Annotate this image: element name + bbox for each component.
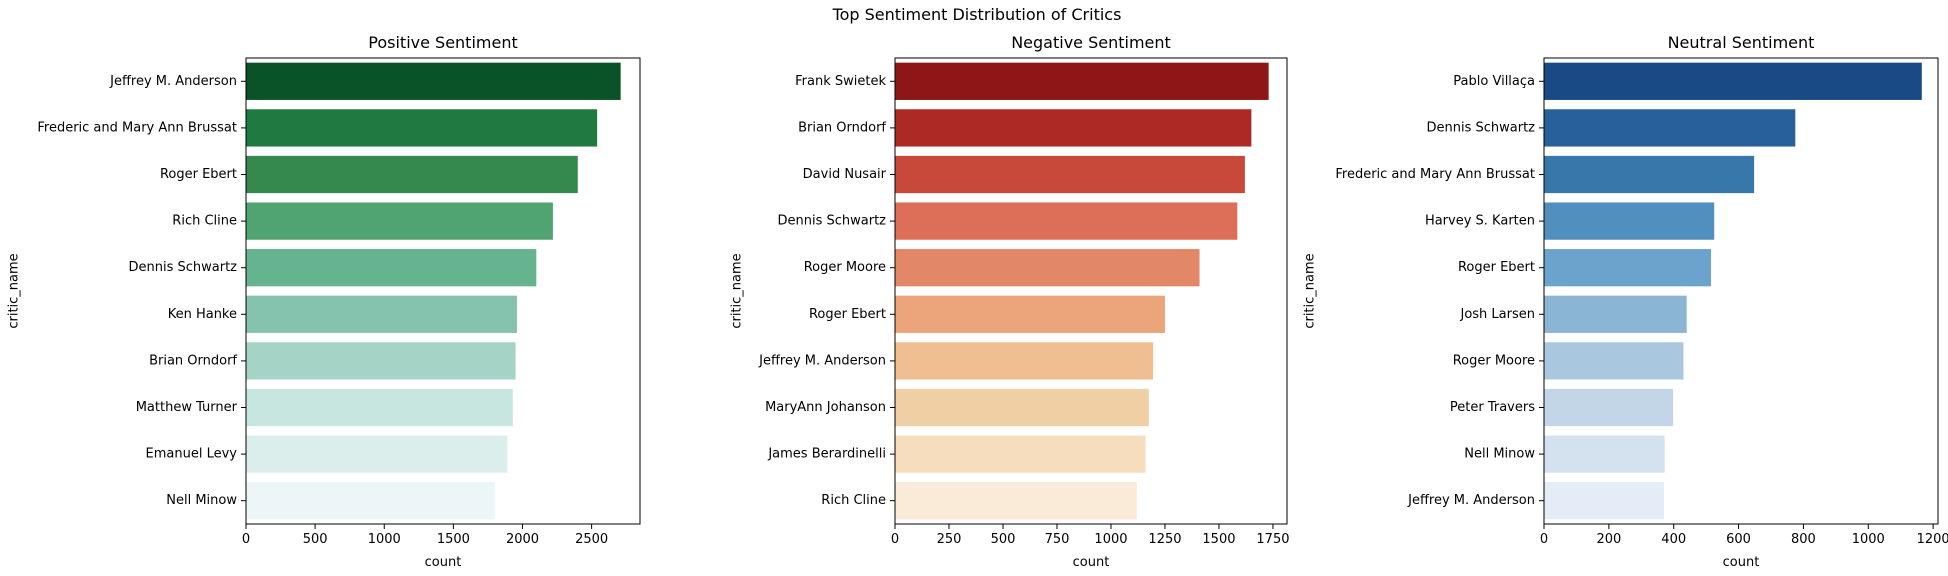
chart-2-bar-5 — [1544, 295, 1687, 333]
chart-1-bar-3 — [895, 202, 1238, 240]
chart-2-ylabel-3: Harvey S. Karten — [1425, 214, 1535, 229]
chart-2-bar-4 — [1544, 249, 1712, 287]
chart-0-xlabel: count — [425, 555, 462, 570]
chart-1-ylabel-8: James Berardinelli — [767, 447, 886, 462]
chart-0-bar-4 — [246, 249, 537, 287]
chart-0-bar-2 — [246, 155, 578, 194]
chart-2-xtick-label-4: 800 — [1791, 532, 1816, 547]
chart-1-xtick-label-3: 750 — [1045, 532, 1070, 547]
chart-2-ylabel-4: Roger Ebert — [1458, 260, 1535, 275]
chart-1-ylabel-9: Rich Cline — [821, 493, 886, 508]
chart-0-ylabel-8: Emanuel Levy — [146, 447, 238, 462]
chart-1-xtick-label-0: 0 — [891, 532, 899, 547]
chart-1-bar-1 — [895, 109, 1252, 147]
chart-0-ylabel-4: Dennis Schwartz — [128, 260, 237, 275]
chart-2-bar-1 — [1544, 109, 1796, 147]
chart-1-bar-0 — [895, 62, 1269, 100]
chart-0-bar-7 — [246, 388, 513, 427]
chart-1-bar-8 — [895, 435, 1146, 473]
chart-0-xtick-label-4: 2000 — [506, 532, 539, 547]
chart-1-ylabel-5: Roger Ebert — [809, 307, 886, 322]
chart-0-ylabel-2: Roger Ebert — [160, 167, 237, 182]
chart-2-bar-2 — [1544, 155, 1755, 194]
chart-2-ylabel-5: Josh Larsen — [1460, 307, 1536, 322]
chart-2-axes-frame — [1543, 57, 1939, 525]
chart-0-bar-8 — [246, 435, 508, 473]
chart-1-ylabel-7: MaryAnn Johanson — [765, 400, 886, 415]
chart-2-bar-0 — [1544, 62, 1922, 100]
chart-2-ylabel-9: Jeffrey M. Anderson — [1407, 493, 1535, 508]
chart-0-xtick-label-1: 500 — [303, 532, 328, 547]
chart-0-axes-frame — [245, 57, 641, 525]
chart-1-ylabel-0: Frank Swietek — [795, 74, 886, 89]
chart-1-ylabel-2: David Nusair — [803, 167, 887, 182]
chart-1-xtick-label-5: 1250 — [1148, 532, 1181, 547]
chart-2-xlabel: count — [1723, 555, 1760, 570]
chart-0-ylabel-7: Matthew Turner — [136, 400, 238, 415]
chart-2-xtick-label-3: 600 — [1726, 532, 1751, 547]
chart-0-bar-5 — [246, 295, 517, 333]
chart-2-ylabel-1: Dennis Schwartz — [1426, 120, 1535, 135]
chart-2-xtick-label-6: 1200 — [1917, 532, 1948, 547]
chart-0-ylabel-3: Rich Cline — [172, 214, 237, 229]
chart-1-xtick-label-7: 1750 — [1256, 532, 1289, 547]
chart-2-xtick-label-0: 0 — [1540, 532, 1548, 547]
chart-2-xtick-label-5: 1000 — [1852, 532, 1885, 547]
chart-0-ylabel-5: Ken Hanke — [168, 307, 237, 322]
chart-2-ylabel-2: Frederic and Mary Ann Brussat — [1335, 167, 1535, 182]
chart-1-bar-2 — [895, 155, 1245, 194]
chart-0-ylabel-0: Jeffrey M. Anderson — [109, 74, 237, 89]
chart-1-bar-4 — [895, 249, 1200, 287]
chart-1-bar-6 — [895, 342, 1154, 380]
chart-2-bar-6 — [1544, 342, 1684, 380]
chart-2-xtick-label-2: 400 — [1661, 532, 1686, 547]
chart-0-bar-3 — [246, 202, 553, 240]
chart-0-ylabel-title: critic_name — [7, 253, 22, 328]
chart-0-ylabel-1: Frederic and Mary Ann Brussat — [37, 120, 237, 135]
chart-0-ylabel-6: Brian Orndorf — [149, 353, 237, 368]
figure-suptitle: Top Sentiment Distribution of Critics — [832, 5, 1122, 24]
chart-1-ylabel-6: Jeffrey M. Anderson — [758, 353, 886, 368]
chart-2-xtick-label-1: 200 — [1596, 532, 1621, 547]
chart-0-xtick-label-0: 0 — [242, 532, 250, 547]
chart-2-ylabel-7: Peter Travers — [1450, 400, 1535, 415]
chart-2-ylabel-0: Pablo Villaça — [1453, 74, 1535, 89]
chart-0-xtick-label-3: 1500 — [437, 532, 470, 547]
chart-1-xlabel: count — [1073, 555, 1110, 570]
chart-2-bar-3 — [1544, 202, 1715, 240]
chart-1-xtick-label-1: 250 — [937, 532, 962, 547]
chart-0-bar-9 — [246, 482, 495, 520]
chart-0-bar-6 — [246, 342, 516, 380]
chart-2-ylabel-8: Nell Minow — [1464, 447, 1535, 462]
chart-1-ylabel-3: Dennis Schwartz — [777, 214, 886, 229]
chart-2-title: Neutral Sentiment — [1668, 33, 1815, 52]
chart-2-bar-8 — [1544, 435, 1665, 473]
chart-0-bar-0 — [246, 62, 621, 100]
chart-1-bar-5 — [895, 295, 1165, 333]
chart-1-xtick-label-2: 500 — [991, 532, 1016, 547]
chart-0-xtick-label-2: 1000 — [368, 532, 401, 547]
chart-2-bar-7 — [1544, 388, 1674, 427]
chart-0-ylabel-9: Nell Minow — [166, 493, 237, 508]
chart-1-bar-9 — [895, 482, 1137, 520]
chart-1-axes-frame — [894, 57, 1288, 525]
chart-0-title: Positive Sentiment — [368, 33, 517, 52]
chart-2-ylabel-6: Roger Moore — [1453, 353, 1535, 368]
chart-0-bar-1 — [246, 109, 598, 147]
chart-1-ylabel-title: critic_name — [730, 253, 745, 328]
chart-1-ylabel-4: Roger Moore — [804, 260, 886, 275]
chart-1-bar-7 — [895, 388, 1149, 427]
chart-1-title: Negative Sentiment — [1011, 33, 1171, 52]
chart-1-ylabel-1: Brian Orndorf — [798, 120, 886, 135]
chart-1-xtick-label-6: 1500 — [1202, 532, 1235, 547]
chart-2-ylabel-title: critic_name — [1303, 253, 1318, 328]
chart-2-bar-9 — [1544, 482, 1664, 520]
chart-1-xtick-label-4: 1000 — [1094, 532, 1127, 547]
chart-0-xtick-label-5: 2500 — [575, 532, 608, 547]
